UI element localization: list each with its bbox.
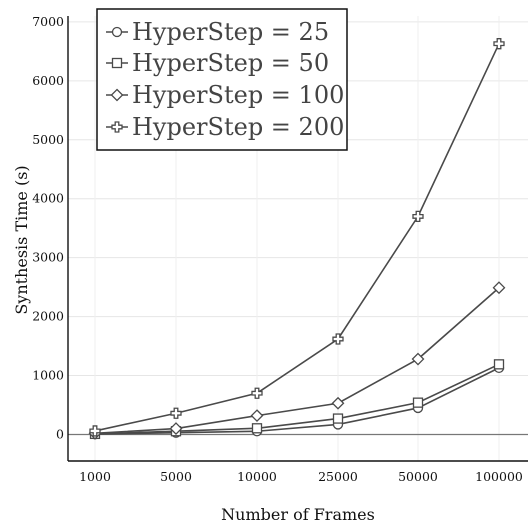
y-tick-label: 1000	[32, 368, 64, 383]
plus-marker	[170, 407, 182, 419]
x-tick-label: 5000	[160, 469, 192, 484]
legend-item: HyperStep = 25	[106, 18, 329, 46]
legend-label: HyperStep = 200	[132, 113, 344, 141]
plus-marker	[412, 210, 424, 223]
series-4	[89, 38, 505, 437]
x-tick-labels: 1000 5000 10000 25000 50000 100000	[79, 469, 523, 484]
legend-label: HyperStep = 25	[132, 18, 329, 46]
square-marker	[111, 57, 123, 69]
x-tick-label: 50000	[398, 469, 438, 484]
legend-label: HyperStep = 50	[132, 49, 329, 77]
x-tick-label: 25000	[318, 469, 358, 484]
diamond-marker	[250, 409, 264, 423]
legend-label: HyperStep = 100	[132, 81, 344, 109]
series-2	[89, 359, 505, 440]
y-tick-label: 2000	[32, 309, 64, 324]
diamond-marker	[492, 281, 506, 295]
legend-item: HyperStep = 100	[106, 81, 344, 109]
legend-item: HyperStep = 200	[106, 113, 344, 141]
plus-marker	[89, 425, 101, 437]
y-tick-label: 0	[56, 426, 64, 441]
series-1	[89, 362, 505, 440]
square-marker	[332, 413, 344, 424]
x-tick-label: 10000	[237, 469, 277, 484]
plus-marker	[251, 387, 263, 399]
diamond-marker	[110, 88, 124, 102]
series-line	[94, 287, 500, 435]
axes	[67, 16, 528, 462]
x-tick-label: 1000	[79, 469, 111, 484]
y-tick-label: 3000	[32, 250, 64, 265]
diamond-marker	[411, 352, 425, 366]
x-axis-label: Number of Frames	[221, 505, 375, 522]
x-tick-label: 100000	[475, 469, 523, 484]
series-line	[94, 43, 500, 432]
legend-item: HyperStep = 50	[106, 49, 329, 77]
plus-marker	[111, 121, 123, 133]
y-axis-label: Synthesis Time (s)	[12, 165, 31, 314]
series	[88, 38, 506, 440]
plus-marker	[493, 38, 505, 50]
legend-box	[96, 8, 348, 151]
square-marker	[493, 359, 505, 370]
series-line	[94, 363, 500, 435]
y-tick-label: 6000	[32, 73, 64, 88]
y-tick-label: 5000	[32, 132, 64, 147]
plus-marker	[332, 333, 344, 345]
y-tick-label: 4000	[32, 191, 64, 206]
y-tick-label: 7000	[32, 14, 64, 29]
series-line	[94, 367, 500, 435]
diamond-marker	[169, 422, 183, 436]
circle-marker	[111, 26, 123, 38]
square-marker	[251, 423, 263, 434]
diamond-marker	[331, 396, 345, 410]
square-marker	[412, 397, 424, 408]
legend: HyperStep = 25 HyperStep = 50 HyperStep = …	[96, 8, 348, 151]
series-3	[88, 281, 506, 440]
y-tick-labels: 0 1000 2000 3000 4000 5000 6000 7000	[32, 14, 64, 442]
